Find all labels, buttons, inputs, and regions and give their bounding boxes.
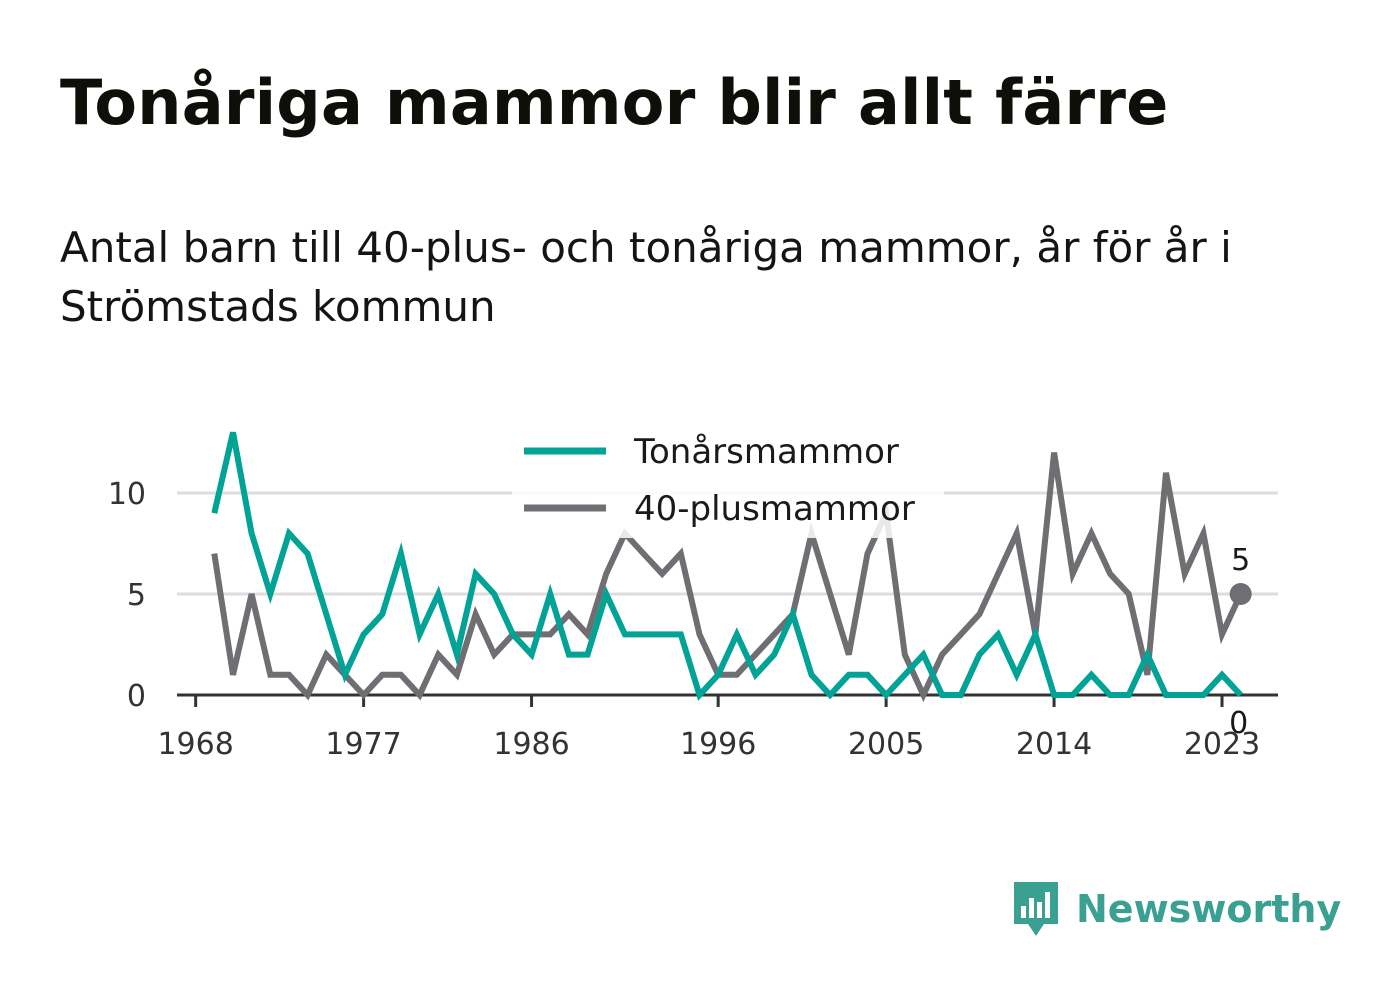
legend: Tonårsmammor 40-plusmammor: [512, 420, 944, 538]
chart-title: Tonåriga mammor blir allt färre: [60, 66, 1169, 139]
series-line-40-plusmammor: [211, 452, 1244, 703]
x-tick-label: 1968: [157, 727, 233, 762]
y-tick-label: 5: [127, 578, 146, 613]
y-tick-label: 0: [127, 679, 146, 714]
y-axis: 0 5 10: [108, 477, 146, 714]
x-tick-label: 1986: [493, 727, 569, 762]
x-tick-label: 1977: [325, 727, 401, 762]
series-line-tonarsmammor: [211, 431, 1243, 701]
chart-subtitle: Antal barn till 40-plus- och tonåriga ma…: [60, 223, 1232, 331]
x-axis: 1968 1977 1986 1996 2005 2014 2023: [157, 693, 1278, 762]
series-layer: [211, 431, 1244, 703]
y-tick-label: 10: [108, 477, 146, 512]
x-tick-label: 1996: [680, 727, 756, 762]
x-tick-label: 2005: [848, 727, 924, 762]
legend-label-40-plusmammor: 40-plusmammor: [634, 489, 915, 529]
legend-label-tonarsmammor: Tonårsmammor: [633, 432, 899, 472]
end-label-tonarsmammor: 0: [1229, 706, 1248, 741]
x-tick-label: 2023: [1184, 727, 1260, 762]
end-point-40-plusmammor: [1229, 583, 1252, 605]
newsworthy-logo-icon: [1014, 882, 1058, 936]
legend-background: [512, 420, 944, 538]
end-markers: 5 0: [1229, 543, 1252, 741]
end-label-40-plusmammor: 5: [1231, 543, 1250, 578]
x-tick-label: 2014: [1016, 727, 1092, 762]
brand-logo: Newsworthy: [1010, 878, 1341, 940]
brand-name: Newsworthy: [1076, 887, 1342, 931]
